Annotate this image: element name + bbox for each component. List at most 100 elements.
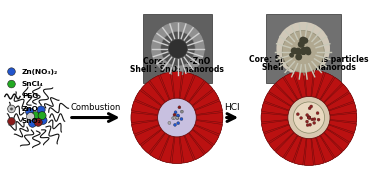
Text: Shell : SnO₂ nanorods: Shell : SnO₂ nanorods bbox=[262, 63, 356, 72]
Text: Combustion: Combustion bbox=[70, 103, 121, 112]
Wedge shape bbox=[294, 127, 308, 165]
Circle shape bbox=[34, 118, 42, 126]
Wedge shape bbox=[304, 70, 313, 107]
Text: HCl: HCl bbox=[225, 103, 240, 112]
Circle shape bbox=[8, 105, 15, 113]
Circle shape bbox=[313, 121, 316, 124]
Circle shape bbox=[300, 116, 303, 120]
Circle shape bbox=[173, 113, 176, 116]
Circle shape bbox=[305, 120, 308, 123]
Circle shape bbox=[307, 116, 310, 119]
Wedge shape bbox=[184, 121, 219, 145]
Wedge shape bbox=[135, 90, 169, 114]
Circle shape bbox=[174, 111, 177, 114]
Wedge shape bbox=[186, 101, 222, 116]
Circle shape bbox=[261, 70, 357, 165]
Text: PEG: PEG bbox=[22, 94, 38, 100]
Circle shape bbox=[301, 49, 306, 55]
Circle shape bbox=[308, 117, 311, 120]
Circle shape bbox=[151, 22, 204, 75]
FancyBboxPatch shape bbox=[144, 14, 212, 83]
Circle shape bbox=[168, 121, 171, 124]
Wedge shape bbox=[319, 119, 356, 133]
Wedge shape bbox=[132, 101, 168, 116]
Circle shape bbox=[8, 80, 15, 88]
Circle shape bbox=[28, 119, 37, 127]
Wedge shape bbox=[276, 125, 303, 157]
Circle shape bbox=[313, 118, 316, 121]
Text: Core: SnO₂ porous particles: Core: SnO₂ porous particles bbox=[249, 55, 369, 64]
Circle shape bbox=[311, 118, 314, 121]
Circle shape bbox=[293, 102, 325, 133]
Circle shape bbox=[307, 116, 310, 119]
Wedge shape bbox=[276, 77, 303, 110]
Wedge shape bbox=[141, 123, 171, 153]
Circle shape bbox=[289, 53, 293, 57]
Circle shape bbox=[8, 117, 15, 125]
Circle shape bbox=[161, 31, 195, 66]
Wedge shape bbox=[318, 93, 354, 114]
Circle shape bbox=[316, 112, 319, 115]
Wedge shape bbox=[186, 113, 223, 123]
Wedge shape bbox=[269, 84, 302, 112]
Circle shape bbox=[300, 48, 307, 55]
Circle shape bbox=[290, 53, 294, 58]
Wedge shape bbox=[269, 123, 302, 151]
Circle shape bbox=[310, 105, 313, 108]
Wedge shape bbox=[314, 125, 342, 157]
Wedge shape bbox=[284, 73, 305, 109]
Wedge shape bbox=[178, 126, 194, 163]
Circle shape bbox=[177, 114, 180, 117]
Wedge shape bbox=[184, 90, 219, 114]
Circle shape bbox=[301, 47, 307, 52]
Circle shape bbox=[33, 115, 40, 123]
Circle shape bbox=[291, 47, 298, 54]
Circle shape bbox=[131, 72, 223, 163]
Circle shape bbox=[295, 54, 302, 60]
Text: SnO₂: SnO₂ bbox=[22, 118, 42, 124]
Circle shape bbox=[176, 116, 179, 119]
Circle shape bbox=[173, 116, 176, 119]
Circle shape bbox=[10, 108, 13, 110]
Wedge shape bbox=[160, 72, 175, 109]
Circle shape bbox=[301, 49, 305, 52]
Wedge shape bbox=[319, 103, 356, 116]
Circle shape bbox=[180, 117, 183, 121]
Circle shape bbox=[308, 107, 311, 110]
Wedge shape bbox=[284, 126, 305, 162]
Circle shape bbox=[301, 50, 306, 55]
Circle shape bbox=[177, 114, 180, 117]
Circle shape bbox=[26, 113, 35, 121]
Circle shape bbox=[31, 112, 39, 120]
Circle shape bbox=[303, 47, 311, 54]
Wedge shape bbox=[150, 125, 173, 160]
Circle shape bbox=[298, 41, 305, 48]
Wedge shape bbox=[183, 123, 213, 153]
Wedge shape bbox=[264, 93, 300, 114]
Wedge shape bbox=[178, 72, 194, 109]
Wedge shape bbox=[304, 128, 313, 165]
Circle shape bbox=[177, 122, 180, 125]
FancyBboxPatch shape bbox=[266, 14, 341, 83]
Wedge shape bbox=[319, 113, 357, 122]
Circle shape bbox=[38, 112, 46, 120]
Circle shape bbox=[39, 116, 47, 124]
Circle shape bbox=[288, 96, 330, 139]
Wedge shape bbox=[310, 70, 324, 108]
Circle shape bbox=[300, 49, 304, 53]
Text: Core: SnO₂-ZnO: Core: SnO₂-ZnO bbox=[143, 57, 211, 66]
Circle shape bbox=[302, 37, 308, 44]
Circle shape bbox=[317, 118, 320, 121]
Circle shape bbox=[8, 68, 15, 75]
Wedge shape bbox=[294, 70, 308, 108]
Wedge shape bbox=[132, 119, 168, 134]
Text: SnCl₄: SnCl₄ bbox=[22, 81, 44, 87]
Circle shape bbox=[176, 117, 179, 120]
Circle shape bbox=[158, 98, 196, 137]
Wedge shape bbox=[313, 126, 334, 162]
Circle shape bbox=[294, 48, 302, 55]
Circle shape bbox=[26, 108, 34, 116]
Circle shape bbox=[308, 116, 311, 119]
Wedge shape bbox=[181, 125, 204, 160]
Circle shape bbox=[180, 110, 183, 113]
